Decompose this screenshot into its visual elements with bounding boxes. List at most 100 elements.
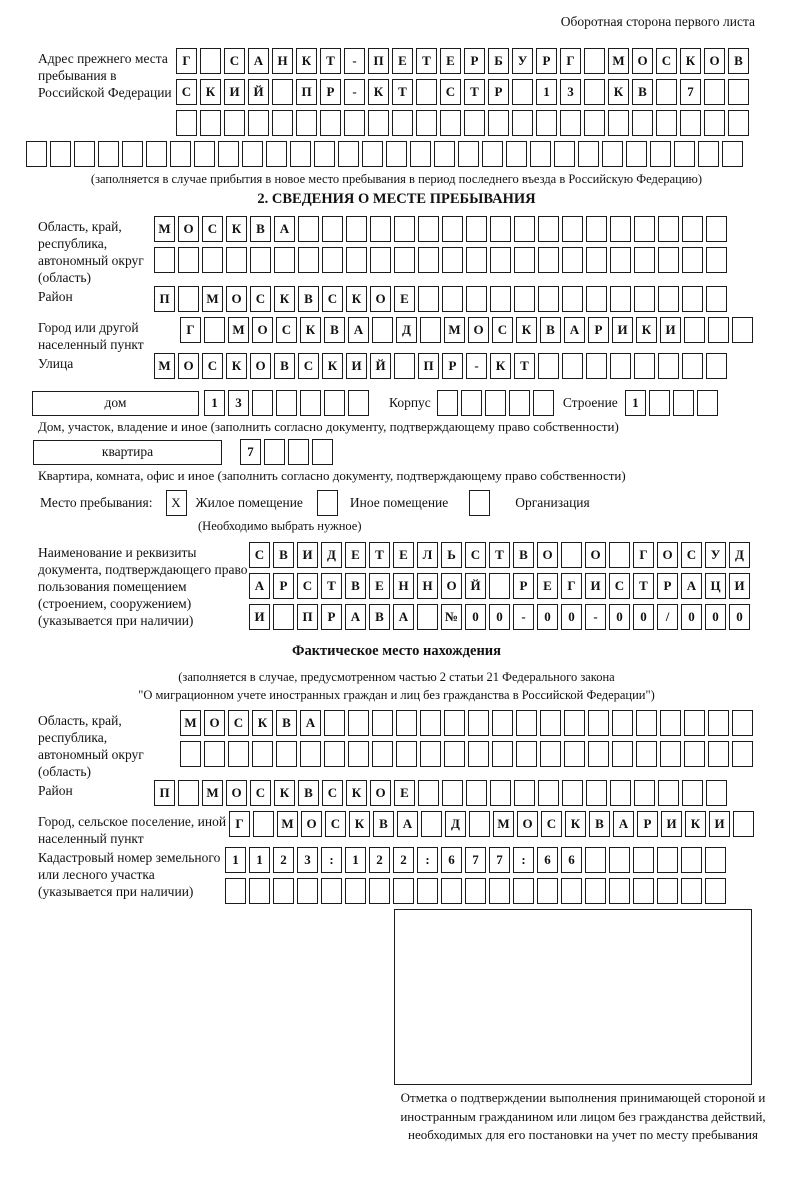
char-box[interactable]	[368, 110, 389, 136]
char-box[interactable]: К	[565, 811, 586, 837]
char-box[interactable]: М	[277, 811, 298, 837]
char-box[interactable]	[657, 847, 678, 873]
char-box[interactable]	[488, 110, 509, 136]
char-box[interactable]: 3	[297, 847, 318, 873]
char-box[interactable]	[250, 247, 271, 273]
char-box[interactable]	[146, 141, 167, 167]
char-box[interactable]	[696, 390, 718, 416]
char-box[interactable]: М	[154, 216, 175, 242]
char-box[interactable]	[588, 741, 609, 767]
char-box[interactable]	[634, 780, 655, 806]
char-box[interactable]	[512, 79, 533, 105]
char-box[interactable]: С	[609, 573, 630, 599]
char-box[interactable]: С	[322, 286, 343, 312]
char-box[interactable]	[704, 79, 725, 105]
char-box[interactable]: О	[632, 48, 653, 74]
char-box[interactable]	[444, 710, 465, 736]
char-box[interactable]: В	[298, 780, 319, 806]
char-box[interactable]	[562, 353, 583, 379]
char-box[interactable]	[634, 216, 655, 242]
char-box[interactable]	[648, 390, 670, 416]
char-box[interactable]: О	[585, 542, 606, 568]
char-box[interactable]: Р	[657, 573, 678, 599]
char-box[interactable]	[634, 286, 655, 312]
char-box[interactable]: С	[541, 811, 562, 837]
char-box[interactable]: А	[348, 317, 369, 343]
char-box[interactable]: 2	[369, 847, 390, 873]
char-box[interactable]	[586, 286, 607, 312]
char-box[interactable]: М	[228, 317, 249, 343]
char-box[interactable]	[508, 390, 530, 416]
char-box[interactable]: Р	[513, 573, 534, 599]
char-box[interactable]: Р	[273, 573, 294, 599]
char-box[interactable]: К	[296, 48, 317, 74]
char-box[interactable]	[441, 878, 462, 904]
char-box[interactable]: К	[322, 353, 343, 379]
char-box[interactable]: А	[300, 710, 321, 736]
char-box[interactable]	[178, 286, 199, 312]
char-box[interactable]	[706, 353, 727, 379]
char-box[interactable]: В	[250, 216, 271, 242]
char-box[interactable]: С	[440, 79, 461, 105]
char-box[interactable]: В	[540, 317, 561, 343]
char-box[interactable]: 0	[633, 604, 654, 630]
char-box[interactable]	[224, 110, 245, 136]
char-box[interactable]: У	[705, 542, 726, 568]
char-box[interactable]: П	[296, 79, 317, 105]
char-box[interactable]	[492, 741, 513, 767]
char-box[interactable]	[444, 741, 465, 767]
char-box[interactable]	[396, 710, 417, 736]
char-box[interactable]	[290, 141, 311, 167]
char-box[interactable]	[588, 710, 609, 736]
char-box[interactable]: -	[344, 48, 365, 74]
char-box[interactable]: П	[418, 353, 439, 379]
char-box[interactable]	[578, 141, 599, 167]
char-box[interactable]: Т	[369, 542, 390, 568]
char-box[interactable]	[392, 110, 413, 136]
char-box[interactable]	[200, 48, 221, 74]
char-box[interactable]: :	[321, 847, 342, 873]
char-box[interactable]: Д	[396, 317, 417, 343]
char-box[interactable]	[372, 710, 393, 736]
char-box[interactable]: -	[585, 604, 606, 630]
char-box[interactable]	[253, 811, 274, 837]
char-box[interactable]	[602, 141, 623, 167]
char-box[interactable]	[300, 390, 321, 416]
char-box[interactable]: /	[657, 604, 678, 630]
char-box[interactable]: Е	[345, 542, 366, 568]
char-box[interactable]: 6	[441, 847, 462, 873]
char-box[interactable]	[218, 141, 239, 167]
char-box[interactable]: 6	[537, 847, 558, 873]
char-box[interactable]: В	[273, 542, 294, 568]
char-box[interactable]: П	[154, 286, 175, 312]
char-box[interactable]: Е	[393, 542, 414, 568]
char-box[interactable]: М	[202, 286, 223, 312]
char-box[interactable]: К	[252, 710, 273, 736]
char-box[interactable]	[322, 247, 343, 273]
char-box[interactable]: О	[441, 573, 462, 599]
char-box[interactable]	[200, 110, 221, 136]
char-box[interactable]: :	[417, 847, 438, 873]
char-box[interactable]	[417, 604, 438, 630]
char-box[interactable]	[344, 110, 365, 136]
char-box[interactable]: 0	[705, 604, 726, 630]
char-box[interactable]	[272, 110, 293, 136]
char-box[interactable]: К	[368, 79, 389, 105]
char-box[interactable]	[634, 247, 655, 273]
char-box[interactable]	[660, 710, 681, 736]
char-box[interactable]: 0	[609, 604, 630, 630]
char-box[interactable]: С	[465, 542, 486, 568]
char-box[interactable]	[458, 141, 479, 167]
char-box[interactable]: И	[585, 573, 606, 599]
char-box[interactable]	[321, 878, 342, 904]
char-box[interactable]: Р	[464, 48, 485, 74]
char-box[interactable]	[204, 317, 225, 343]
char-box[interactable]: А	[397, 811, 418, 837]
char-box[interactable]: Й	[370, 353, 391, 379]
char-box[interactable]	[658, 247, 679, 273]
char-box[interactable]	[728, 110, 749, 136]
char-box[interactable]	[273, 604, 294, 630]
char-box[interactable]: 7	[489, 847, 510, 873]
char-box[interactable]	[540, 710, 561, 736]
char-box[interactable]	[705, 878, 726, 904]
